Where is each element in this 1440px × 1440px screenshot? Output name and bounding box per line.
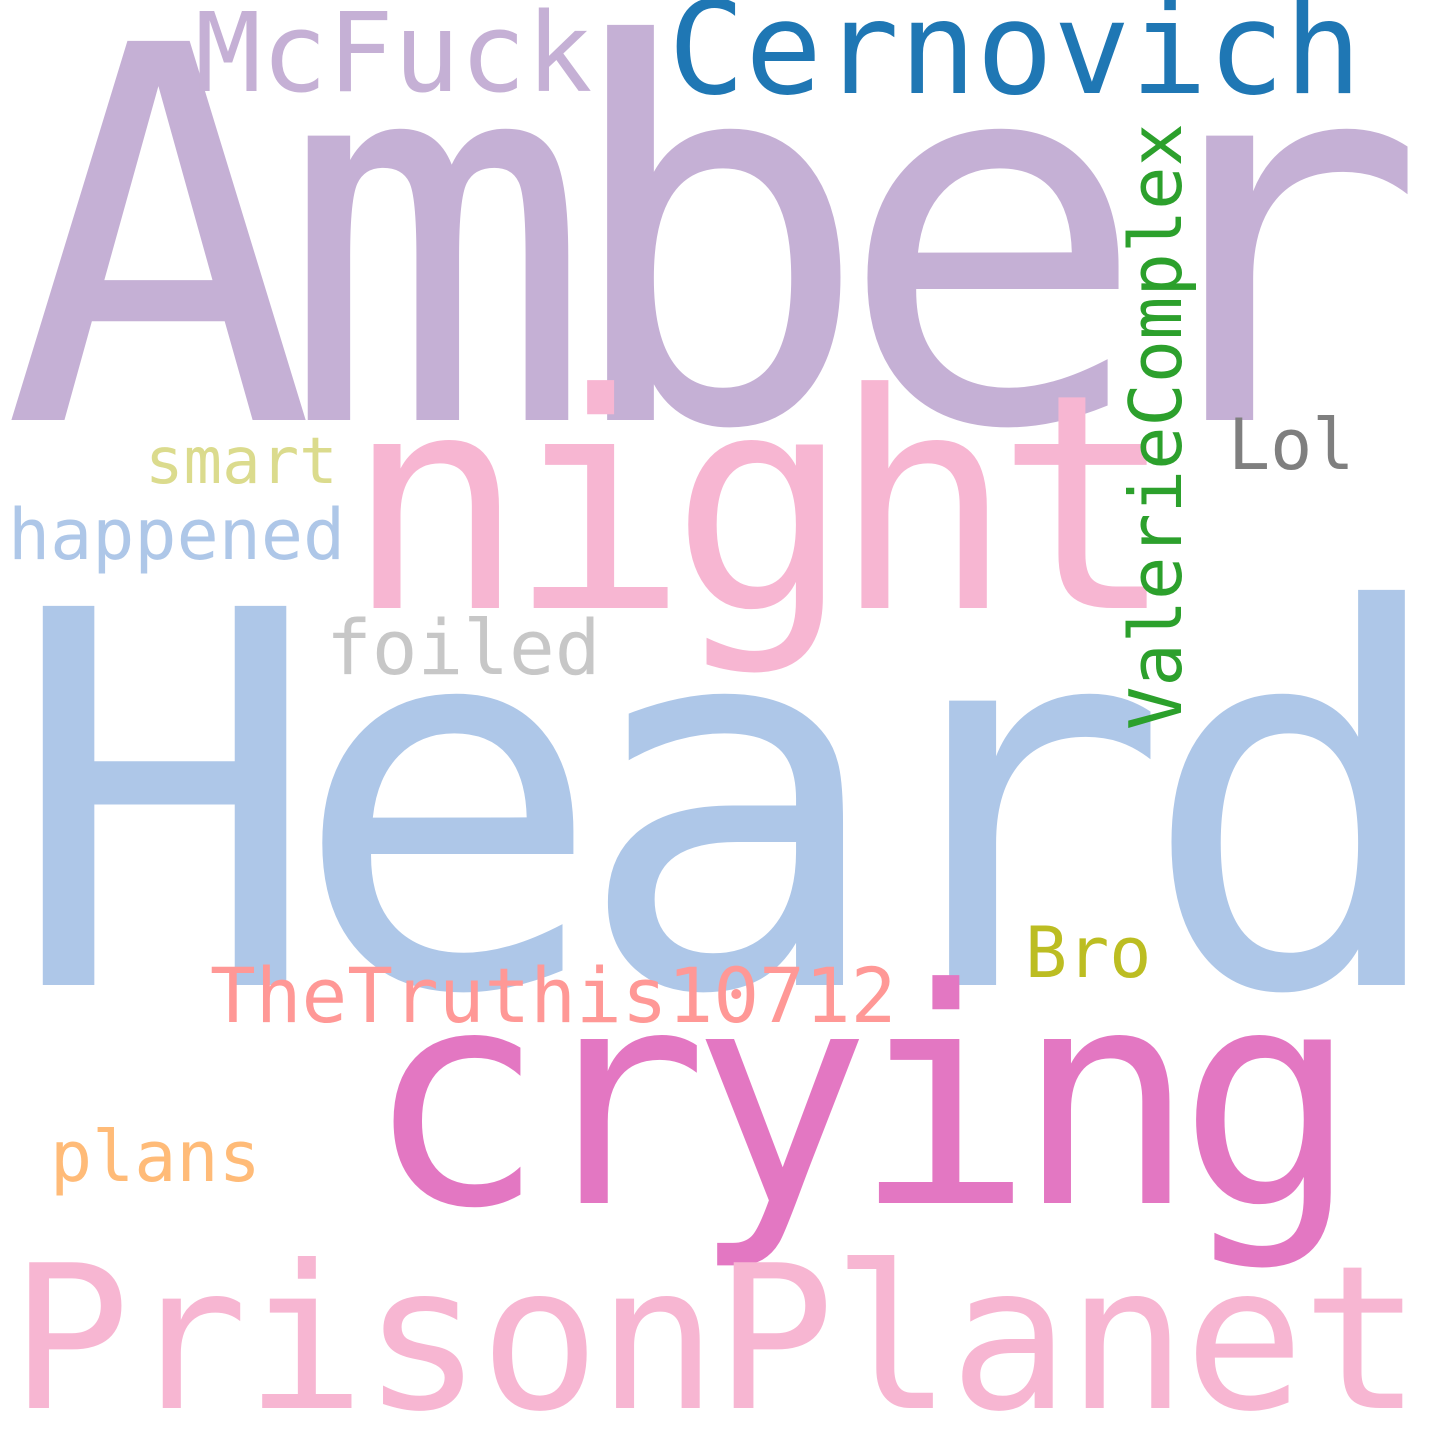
word-heard: Heard [8,502,1440,1108]
word-mcfuck: McFuck [195,0,593,117]
word-amber: Amber [2,0,1427,543]
word-night: night [345,330,1176,679]
word-lol: Lol [1228,404,1355,486]
word-happened: happened [8,494,346,576]
word-prisonplanet: PrisonPlanet [10,1223,1422,1440]
word-valeriecomplex: ValerieComplex [1114,123,1198,730]
word-thetruthis10712: TheTruthis10712 [210,951,897,1040]
word-cernovich: Cernovich [668,0,1362,124]
word-bro: Bro [1025,912,1152,994]
word-smart: smart [145,425,338,499]
word-foiled: foiled [326,603,601,692]
word-crying: crying [365,925,1359,1274]
word-plans: plans [50,1116,261,1198]
